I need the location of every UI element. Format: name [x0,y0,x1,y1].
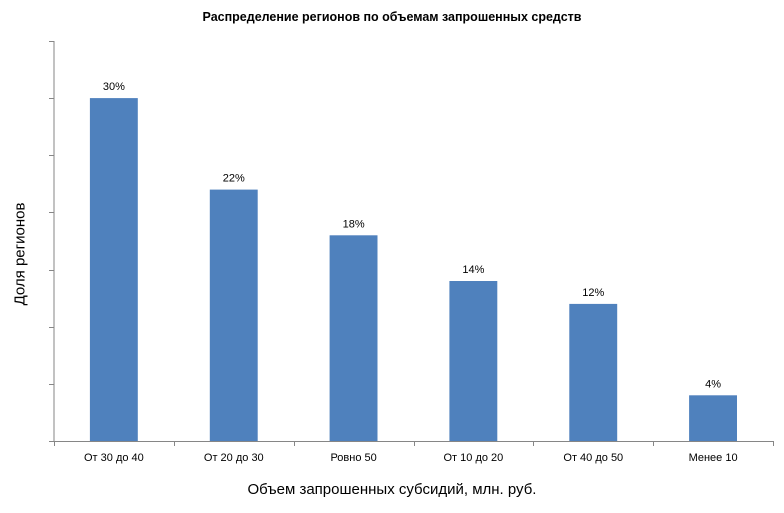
x-tick-label: Ровно 50 [330,452,376,464]
bar [209,189,258,441]
x-tick-label: От 40 до 50 [563,452,623,464]
x-axis-label: Объем запрошенных субсидий, млн. руб. [247,481,537,498]
bar [329,235,378,441]
x-tick-label: От 30 до 40 [84,452,144,464]
data-label: 12% [582,287,604,299]
data-label: 14% [462,264,484,276]
data-label: 30% [103,81,125,93]
data-label: 18% [343,218,365,230]
x-tick-label: Менее 10 [689,452,738,464]
data-label: 4% [705,378,721,390]
bar [449,281,498,441]
y-axis-label-text: Доля регионов [11,202,29,306]
data-label: 22% [223,173,245,185]
x-tick-label: От 20 до 30 [204,452,264,464]
x-tick-label: От 10 до 20 [444,452,504,464]
chart-title: Распределение регионов по объемам запрош… [202,10,582,24]
bar [569,303,618,441]
bar [89,98,138,441]
bar [689,395,737,441]
